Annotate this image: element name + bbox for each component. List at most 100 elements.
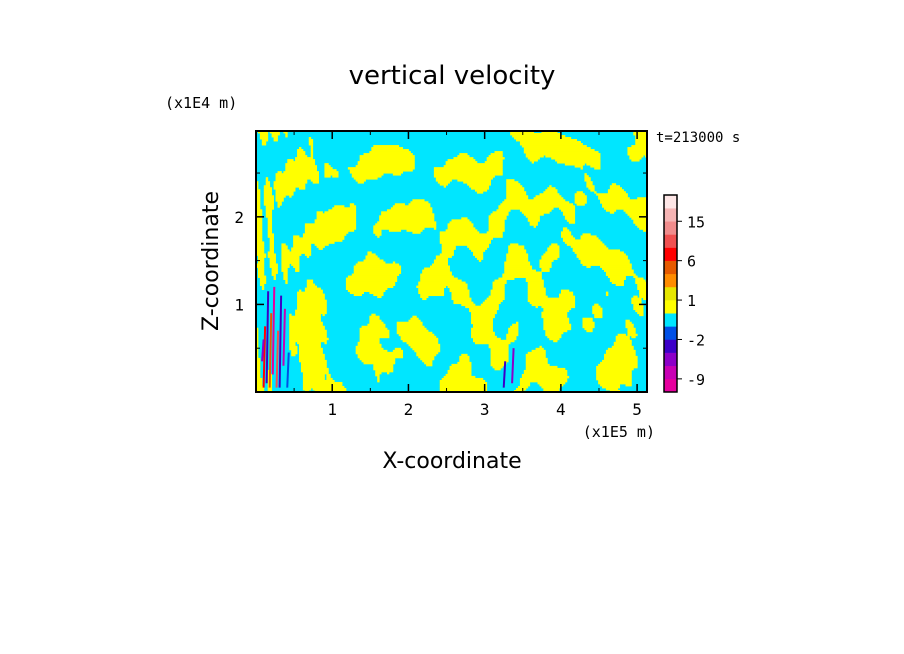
field-cell [273,137,278,140]
field-cell [535,347,544,351]
field-cell [433,175,495,178]
field-cell [300,363,327,367]
field-cell [281,257,300,260]
field-cell [304,253,312,256]
field-cell [541,385,562,389]
field-cell [256,351,259,355]
field-cell [490,291,505,295]
field-cell [418,281,466,284]
field-cell [594,303,599,307]
field-cell [607,275,626,278]
field-cell [498,207,554,210]
field-cell [357,163,415,166]
field-cell [486,159,503,162]
field-cell [490,355,509,359]
field-cell [277,205,280,208]
field-cell [609,185,621,188]
field-cell [560,291,574,295]
field-cell [469,185,490,188]
field-cell [471,319,493,323]
field-cell [281,261,300,264]
field-cell [396,325,425,329]
field-cell [422,269,450,272]
field-cell [564,215,576,218]
field-cell [523,213,544,216]
field-cell [525,153,601,156]
field-cell [306,281,314,284]
field-cell [392,173,402,176]
field-cell [363,361,396,365]
field-cell [627,151,648,154]
field-cell [304,229,355,232]
field-cell [359,155,415,158]
field-cell [349,169,413,172]
field-cell [256,361,261,365]
field-cell [289,339,327,343]
field-cell [580,237,599,240]
field-cell [420,273,452,276]
field-cell [441,245,456,248]
field-cell [586,265,591,268]
field-cell [543,323,572,327]
field-cell [613,341,632,345]
field-cell [349,291,364,295]
field-cell [377,375,380,379]
field-cell [594,313,603,317]
field-cell [598,195,628,198]
field-cell [490,289,505,293]
field-cell [486,297,505,301]
field-cell [256,327,259,331]
field-cell [576,203,585,206]
field-cell [541,257,558,260]
field-cell [256,387,265,391]
field-cell [433,173,503,176]
field-cell [300,367,329,371]
field-cell [256,357,261,361]
field-cell [271,133,280,136]
colorbar-frame [663,194,678,393]
x-tick-label: 4 [556,400,566,419]
field-cell [396,331,433,335]
field-cell [447,159,476,162]
field-cell [506,259,529,262]
field-cell [256,197,261,200]
field-cell [519,141,581,144]
field-cell [605,291,609,295]
field-cell [471,311,497,315]
field-cell [265,209,273,212]
x-tick-label: 1 [327,400,337,419]
field-cell [295,159,316,162]
field-cell [539,383,564,387]
field-cell [519,383,531,387]
field-cell [285,169,317,172]
field-cell [596,365,638,369]
field-cell [494,279,507,282]
field-cell [293,265,300,268]
colorbar-swatch [664,260,677,275]
field-cell [506,183,521,186]
field-cell [439,241,491,244]
field-cell [257,269,265,272]
field-cell [281,269,288,272]
field-cell [605,273,636,276]
field-cell [525,353,546,357]
field-cell [541,315,568,319]
field-cell [602,205,648,208]
field-cell [582,233,591,236]
field-cell [492,287,505,291]
field-cell [473,323,493,327]
field-cell [256,247,265,250]
y-tick-label: 2 [234,208,244,227]
field-cell [490,351,509,355]
field-cell [471,313,495,317]
field-cell [322,313,325,317]
field-cell [256,377,263,381]
field-cell [316,245,325,248]
field-cell [256,185,259,188]
field-cell [310,149,314,152]
field-cell [562,213,576,216]
field-cell [449,289,470,293]
x-axis: 1 2 3 4 5 [293,131,642,419]
field-cell [523,149,595,152]
field-cell [441,251,454,254]
